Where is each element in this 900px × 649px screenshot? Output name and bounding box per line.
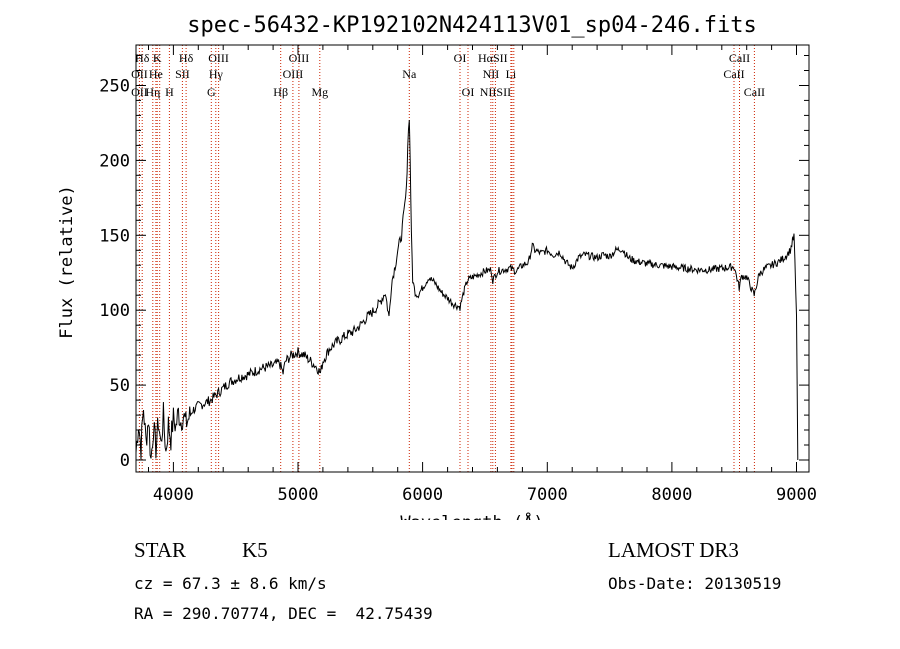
line-label-19: HαSII <box>478 51 508 65</box>
line-label-16: Na <box>402 67 417 81</box>
line-label-10: Hγ <box>209 67 224 81</box>
line-label-8: H <box>165 85 174 99</box>
line-label-5: Hη <box>145 85 160 99</box>
line-label-7: SII <box>175 67 190 81</box>
observation-date: Obs-Date: 20130519 <box>608 574 782 593</box>
chart-title: spec-56432-KP192102N424113V01_sp04-246.f… <box>187 13 757 38</box>
line-label-9: OIII <box>208 51 229 65</box>
line-label-1: OII <box>131 67 148 81</box>
line-label-12: OIII <box>289 51 310 65</box>
line-label-23: CaII <box>729 51 750 65</box>
plot-frame <box>135 44 810 473</box>
line-label-24: CaII <box>723 67 744 81</box>
x-tick-label-5000: 5000 <box>278 485 319 505</box>
line-label-14: Hβ <box>273 85 288 99</box>
line-label-4: He <box>149 67 163 81</box>
line-label-0: Hδ <box>135 51 150 65</box>
spectrum-line <box>135 119 799 461</box>
x-tick-label-9000: 9000 <box>776 485 817 505</box>
y-axis: 0 50 100 150 200 250 <box>99 55 809 471</box>
object-subclass: K5 <box>242 538 268 562</box>
y-tick-label-50: 50 <box>110 376 130 396</box>
line-label-3: K <box>153 51 162 65</box>
x-tick-label-8000: 8000 <box>651 485 692 505</box>
object-class: STAR <box>134 538 186 562</box>
x-axis: 4000 5000 6000 7000 8000 9000 <box>148 45 817 505</box>
line-label-21: Li <box>506 67 517 81</box>
y-tick-label-250: 250 <box>99 77 130 97</box>
survey-name: LAMOST DR3 <box>608 538 739 562</box>
x-axis-label: Wavelength (Å) <box>400 511 543 520</box>
line-label-2: OII <box>131 85 148 99</box>
spectrum-chart: spec-56432-KP192102N424113V01_sp04-246.f… <box>57 13 817 520</box>
x-tick-label-6000: 6000 <box>402 485 443 505</box>
line-label-22: NIISII <box>480 85 511 99</box>
line-label-13: OIII <box>283 67 304 81</box>
line-label-18: OI <box>462 85 475 99</box>
line-label-17: OI <box>454 51 467 65</box>
y-tick-label-150: 150 <box>99 226 130 246</box>
x-tick-label-4000: 4000 <box>153 485 194 505</box>
velocity-readout: cz = 67.3 ± 8.6 km/s <box>134 574 327 593</box>
line-label-25: CaII <box>744 85 765 99</box>
line-label-6: Hδ <box>179 51 194 65</box>
spectrum-series <box>135 119 799 461</box>
y-tick-label-100: 100 <box>99 301 130 321</box>
coordinates-readout: RA = 290.70774, DEC = 42.75439 <box>134 604 433 623</box>
line-label-11: G <box>207 85 216 99</box>
y-tick-label-200: 200 <box>99 151 130 171</box>
y-axis-label: Flux (relative) <box>57 185 77 339</box>
x-tick-label-7000: 7000 <box>527 485 568 505</box>
line-label-20: NII <box>483 67 500 81</box>
y-tick-label-0: 0 <box>120 451 130 471</box>
line-label-15: Mg <box>311 85 328 99</box>
